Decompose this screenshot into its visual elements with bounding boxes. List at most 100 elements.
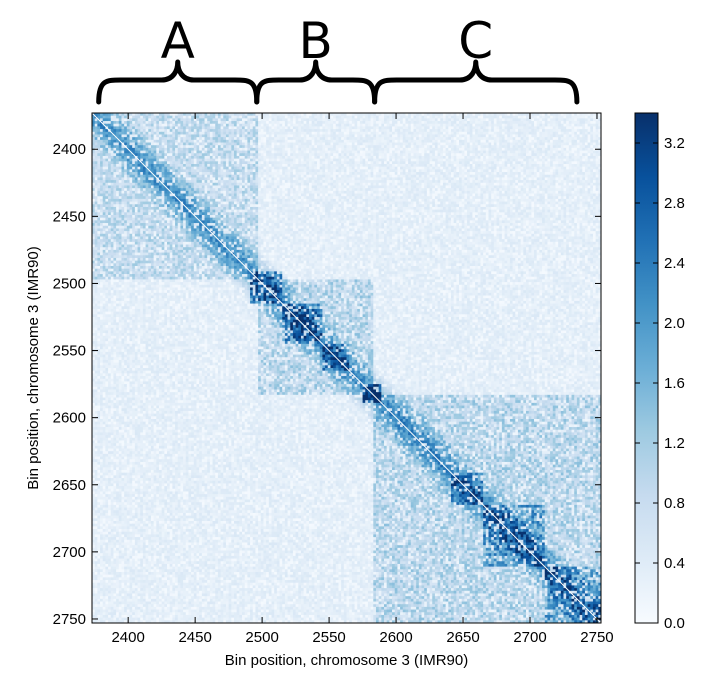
heatmap-cell: [258, 158, 262, 162]
heatmap-cell: [547, 158, 551, 162]
heatmap-cell: [512, 137, 516, 141]
heatmap-cell: [300, 174, 305, 178]
heatmap-cell: [102, 172, 106, 176]
heatmap-cell: [110, 155, 114, 160]
heatmap-cell: [483, 113, 487, 117]
heatmap-cell: [284, 161, 288, 165]
heatmap-cell: [263, 150, 267, 154]
heatmap-cell: [378, 172, 382, 176]
heatmap-cell: [413, 137, 417, 141]
heatmap-cell: [215, 147, 219, 151]
heatmap-cell: [196, 155, 200, 160]
heatmap-cell: [330, 131, 334, 135]
heatmap-cell: [298, 155, 302, 160]
heatmap-cell: [426, 118, 430, 122]
heatmap-cell: [290, 131, 294, 135]
heatmap-cell: [488, 121, 492, 125]
heatmap-cell: [134, 115, 138, 119]
heatmap-cell: [517, 166, 522, 170]
heatmap-cell: [145, 126, 149, 130]
heatmap-cell: [429, 129, 433, 133]
heatmap-cell: [378, 150, 382, 154]
heatmap-cell: [582, 137, 586, 141]
heatmap-cell: [180, 161, 184, 165]
heatmap-cell: [335, 180, 339, 184]
heatmap-cell: [134, 123, 138, 127]
heatmap-cell: [343, 153, 347, 157]
heatmap-cell: [140, 158, 144, 162]
heatmap-cell: [110, 115, 114, 119]
heatmap-cell: [242, 158, 246, 162]
heatmap-cell: [437, 177, 441, 181]
heatmap-cell: [167, 164, 171, 168]
heatmap-cell: [392, 150, 396, 154]
heatmap-cell: [445, 166, 449, 170]
heatmap-cell: [434, 139, 438, 143]
heatmap-cell: [335, 177, 339, 181]
heatmap-cell: [566, 166, 570, 170]
heatmap-cell: [378, 126, 382, 130]
heatmap-cell: [188, 113, 192, 117]
heatmap-cell: [172, 147, 176, 151]
heatmap-cell: [110, 113, 114, 117]
heatmap-cell: [276, 113, 280, 117]
heatmap-cell: [333, 118, 337, 122]
heatmap-cell: [97, 180, 101, 184]
heatmap-cell: [397, 118, 401, 122]
heatmap-cell: [292, 115, 296, 119]
heatmap-cell: [389, 150, 393, 154]
heatmap-cell: [582, 164, 586, 168]
heatmap-cell: [480, 150, 484, 154]
heatmap-cell: [153, 161, 157, 165]
heatmap-cell: [335, 166, 339, 170]
heatmap-cell: [290, 150, 294, 154]
heatmap-cell: [574, 139, 578, 143]
heatmap-cell: [542, 115, 546, 119]
heatmap-cell: [303, 174, 307, 178]
heatmap-cell: [496, 121, 500, 125]
heatmap-cell: [124, 161, 128, 165]
heatmap-cell: [590, 174, 594, 178]
heatmap-cell: [392, 166, 396, 170]
heatmap-cell: [584, 174, 589, 178]
heatmap-cell: [539, 113, 543, 117]
heatmap-cell: [191, 155, 195, 160]
heatmap-cell: [359, 164, 363, 168]
heatmap-cell: [271, 180, 275, 184]
heatmap-cell: [266, 147, 270, 151]
heatmap-cell: [416, 131, 420, 135]
heatmap-cell: [550, 129, 554, 133]
heatmap-cell: [469, 155, 473, 160]
heatmap-cell: [359, 155, 363, 160]
heatmap-cell: [483, 129, 487, 133]
heatmap-cell: [499, 172, 503, 176]
heatmap-cell: [282, 164, 286, 168]
heatmap-cell: [325, 158, 329, 162]
heatmap-cell: [362, 118, 366, 122]
heatmap-cell: [274, 113, 278, 117]
heatmap-cell: [201, 164, 205, 168]
heatmap-cell: [373, 142, 377, 146]
heatmap-cell: [421, 145, 425, 149]
heatmap-cell: [105, 134, 109, 138]
heatmap-cell: [426, 142, 430, 146]
heatmap-cell: [448, 123, 452, 127]
heatmap-cell: [212, 142, 216, 146]
heatmap-cell: [434, 126, 438, 130]
heatmap-cell: [429, 164, 433, 168]
heatmap-cell: [437, 129, 441, 133]
heatmap-cell: [450, 129, 455, 133]
heatmap-cell: [92, 126, 96, 130]
heatmap-cell: [359, 129, 363, 133]
heatmap-cell: [132, 129, 136, 133]
heatmap-cell: [94, 172, 98, 176]
heatmap-cell: [308, 155, 313, 160]
heatmap-cell: [129, 126, 133, 130]
heatmap-cell: [375, 121, 380, 125]
heatmap-cell: [485, 169, 489, 173]
heatmap-cell: [566, 137, 570, 141]
heatmap-cell: [343, 172, 347, 176]
heatmap-cell: [389, 118, 393, 122]
heatmap-cell: [566, 121, 570, 125]
heatmap-cell: [566, 145, 570, 149]
